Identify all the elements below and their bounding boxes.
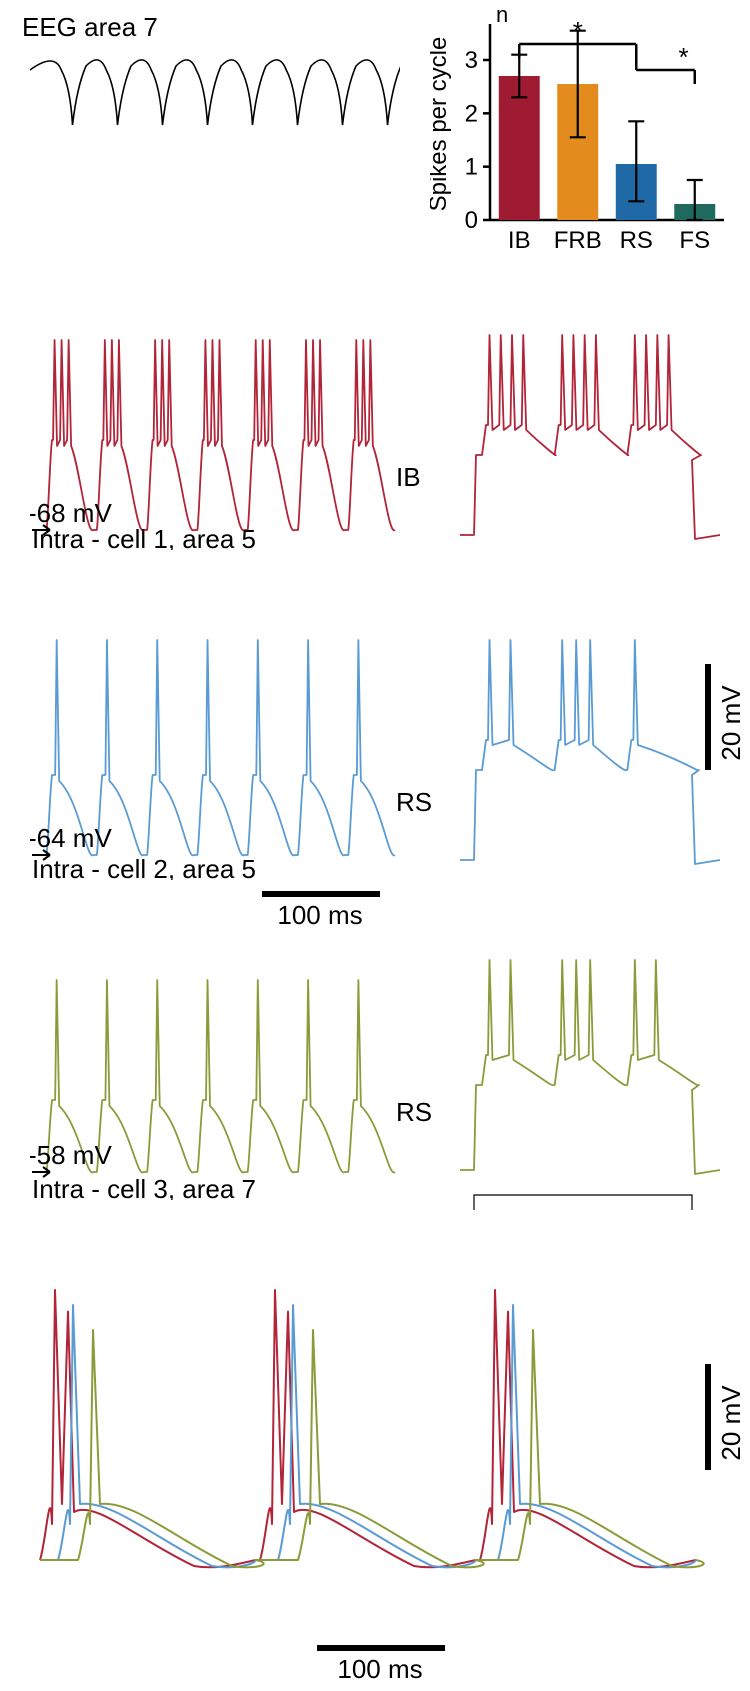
svg-text:Intra - cell 2, area 5: Intra - cell 2, area 5 [32, 854, 256, 880]
svg-text:0: 0 [465, 207, 478, 234]
svg-text:*: * [573, 16, 583, 46]
svg-text:100 ms: 100 ms [337, 1654, 422, 1684]
cell3-right-trace [440, 940, 730, 1210]
svg-text:1: 1 [465, 154, 478, 181]
cell2-left-trace: -64 mVIntra - cell 2, area 5 [30, 620, 410, 880]
cell3-left-trace: -58 mV Intra - cell 3, area 7 [30, 950, 410, 1200]
svg-text:IB: IB [508, 227, 531, 254]
svg-text:*: * [678, 42, 688, 72]
scalebar-100ms-left: 100 ms [260, 888, 390, 932]
scalebar-100ms-bottom: 100 ms [315, 1642, 455, 1686]
spikes-per-cycle-bar-chart: 0 1 2 3n Spikes per cycle IB FRB RS FS * * [430, 6, 730, 256]
svg-text:3: 3 [465, 47, 478, 74]
svg-text:RS: RS [620, 227, 653, 254]
svg-text:FRB: FRB [554, 227, 602, 254]
svg-text:-58 mV: -58 mV [30, 1140, 112, 1170]
svg-text:FS: FS [679, 227, 710, 254]
cell1-right-trace [440, 300, 730, 550]
scalebar-20mv-upper: 20 mV [700, 660, 750, 780]
cell2-right-trace [440, 620, 730, 880]
cell3-right-label: RS [396, 1097, 432, 1128]
svg-text:20 mV: 20 mV [716, 685, 746, 761]
cell1-left-trace: -68 mVIntra - cell 1, area 5 [30, 300, 410, 550]
eeg-trace: EEG area 7 [20, 10, 400, 180]
svg-text:2: 2 [465, 100, 478, 127]
overlay-traces [20, 1240, 720, 1630]
svg-text:-64 mV: -64 mV [30, 823, 112, 853]
svg-text:n: n [496, 6, 508, 27]
svg-text:Intra - cell 3, area 7: Intra - cell 3, area 7 [32, 1174, 256, 1200]
svg-text:20 mV: 20 mV [716, 1385, 746, 1461]
svg-text:Spikes per cycle: Spikes per cycle [430, 37, 452, 212]
cell1-right-label: IB [396, 462, 421, 493]
svg-text:EEG area 7: EEG area 7 [22, 12, 158, 42]
cell2-right-label: RS [396, 787, 432, 818]
svg-text:100 ms: 100 ms [277, 900, 362, 930]
svg-text:Intra - cell 1, area 5: Intra - cell 1, area 5 [32, 524, 256, 550]
